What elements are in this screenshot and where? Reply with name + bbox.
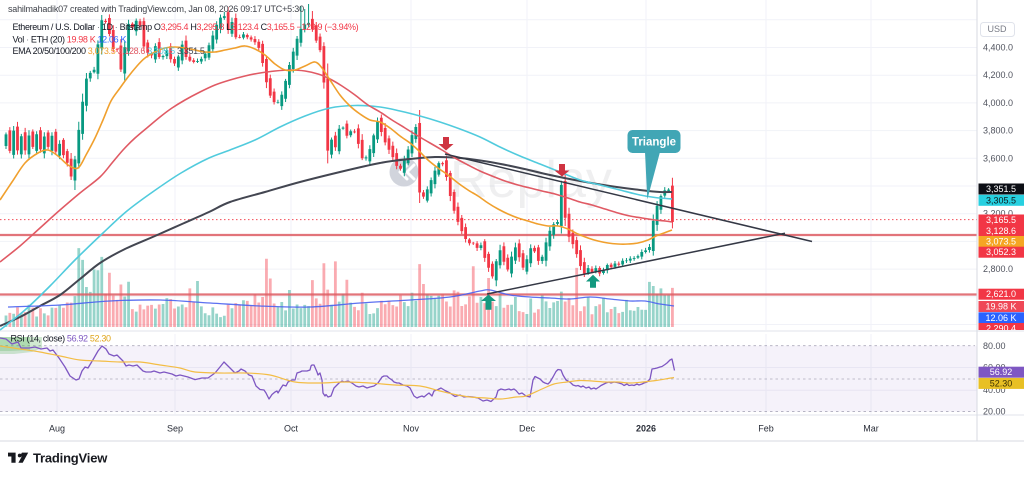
svg-text:3,052.3: 3,052.3 [986,247,1016,257]
svg-text:56.92: 56.92 [990,367,1013,377]
svg-text:3,073.5: 3,073.5 [986,237,1016,247]
svg-text:Feb: Feb [758,424,774,434]
svg-text:4,000.0: 4,000.0 [983,98,1013,108]
svg-text:20.00: 20.00 [983,407,1006,417]
svg-text:4,400.0: 4,400.0 [983,43,1013,53]
svg-text:Dec: Dec [519,424,536,434]
svg-text:3,800.0: 3,800.0 [983,126,1013,136]
svg-text:sahilmahadik07 created with Tr: sahilmahadik07 created with TradingView.… [8,4,304,14]
svg-text:4,200.0: 4,200.0 [983,70,1013,80]
svg-text:Oct: Oct [284,424,299,434]
svg-text:Mar: Mar [863,424,879,434]
svg-text:3,305.5: 3,305.5 [986,195,1016,205]
svg-text:3,600.0: 3,600.0 [983,153,1013,163]
svg-text:2026: 2026 [636,424,656,434]
svg-text:Sep: Sep [167,424,183,434]
svg-text:80.00: 80.00 [983,341,1006,351]
svg-text:USD: USD [987,24,1007,34]
svg-text:TradingView: TradingView [33,451,108,466]
svg-text:Vol · ETH (20) 19.98 K 12.06 K: Vol · ETH (20) 19.98 K 12.06 K [13,35,127,45]
svg-text:Nov: Nov [403,424,420,434]
svg-text:2,621.0: 2,621.0 [986,289,1016,299]
svg-text:3,351.5: 3,351.5 [986,184,1016,194]
svg-text:EMA 20/50/100/200 3,073.5 3,12: EMA 20/50/100/200 3,073.5 3,128.6 3,305.… [13,46,205,56]
svg-text:12.06 K: 12.06 K [985,313,1016,323]
svg-text:3,128.6: 3,128.6 [986,226,1016,236]
svg-text:19.98 K: 19.98 K [985,302,1016,312]
svg-text:Triangle: Triangle [632,137,676,149]
svg-text:2,800.0: 2,800.0 [983,264,1013,274]
svg-text:52.30: 52.30 [990,378,1013,388]
svg-text:Ethereum / U.S. Dollar · 1D ·: Ethereum / U.S. Dollar · 1D · Bitstamp O… [13,22,359,32]
svg-text:RSI (14, close) 56.92 52.30: RSI (14, close) 56.92 52.30 [11,334,111,344]
svg-text:Aug: Aug [49,424,65,434]
svg-text:3,165.5: 3,165.5 [986,215,1016,225]
